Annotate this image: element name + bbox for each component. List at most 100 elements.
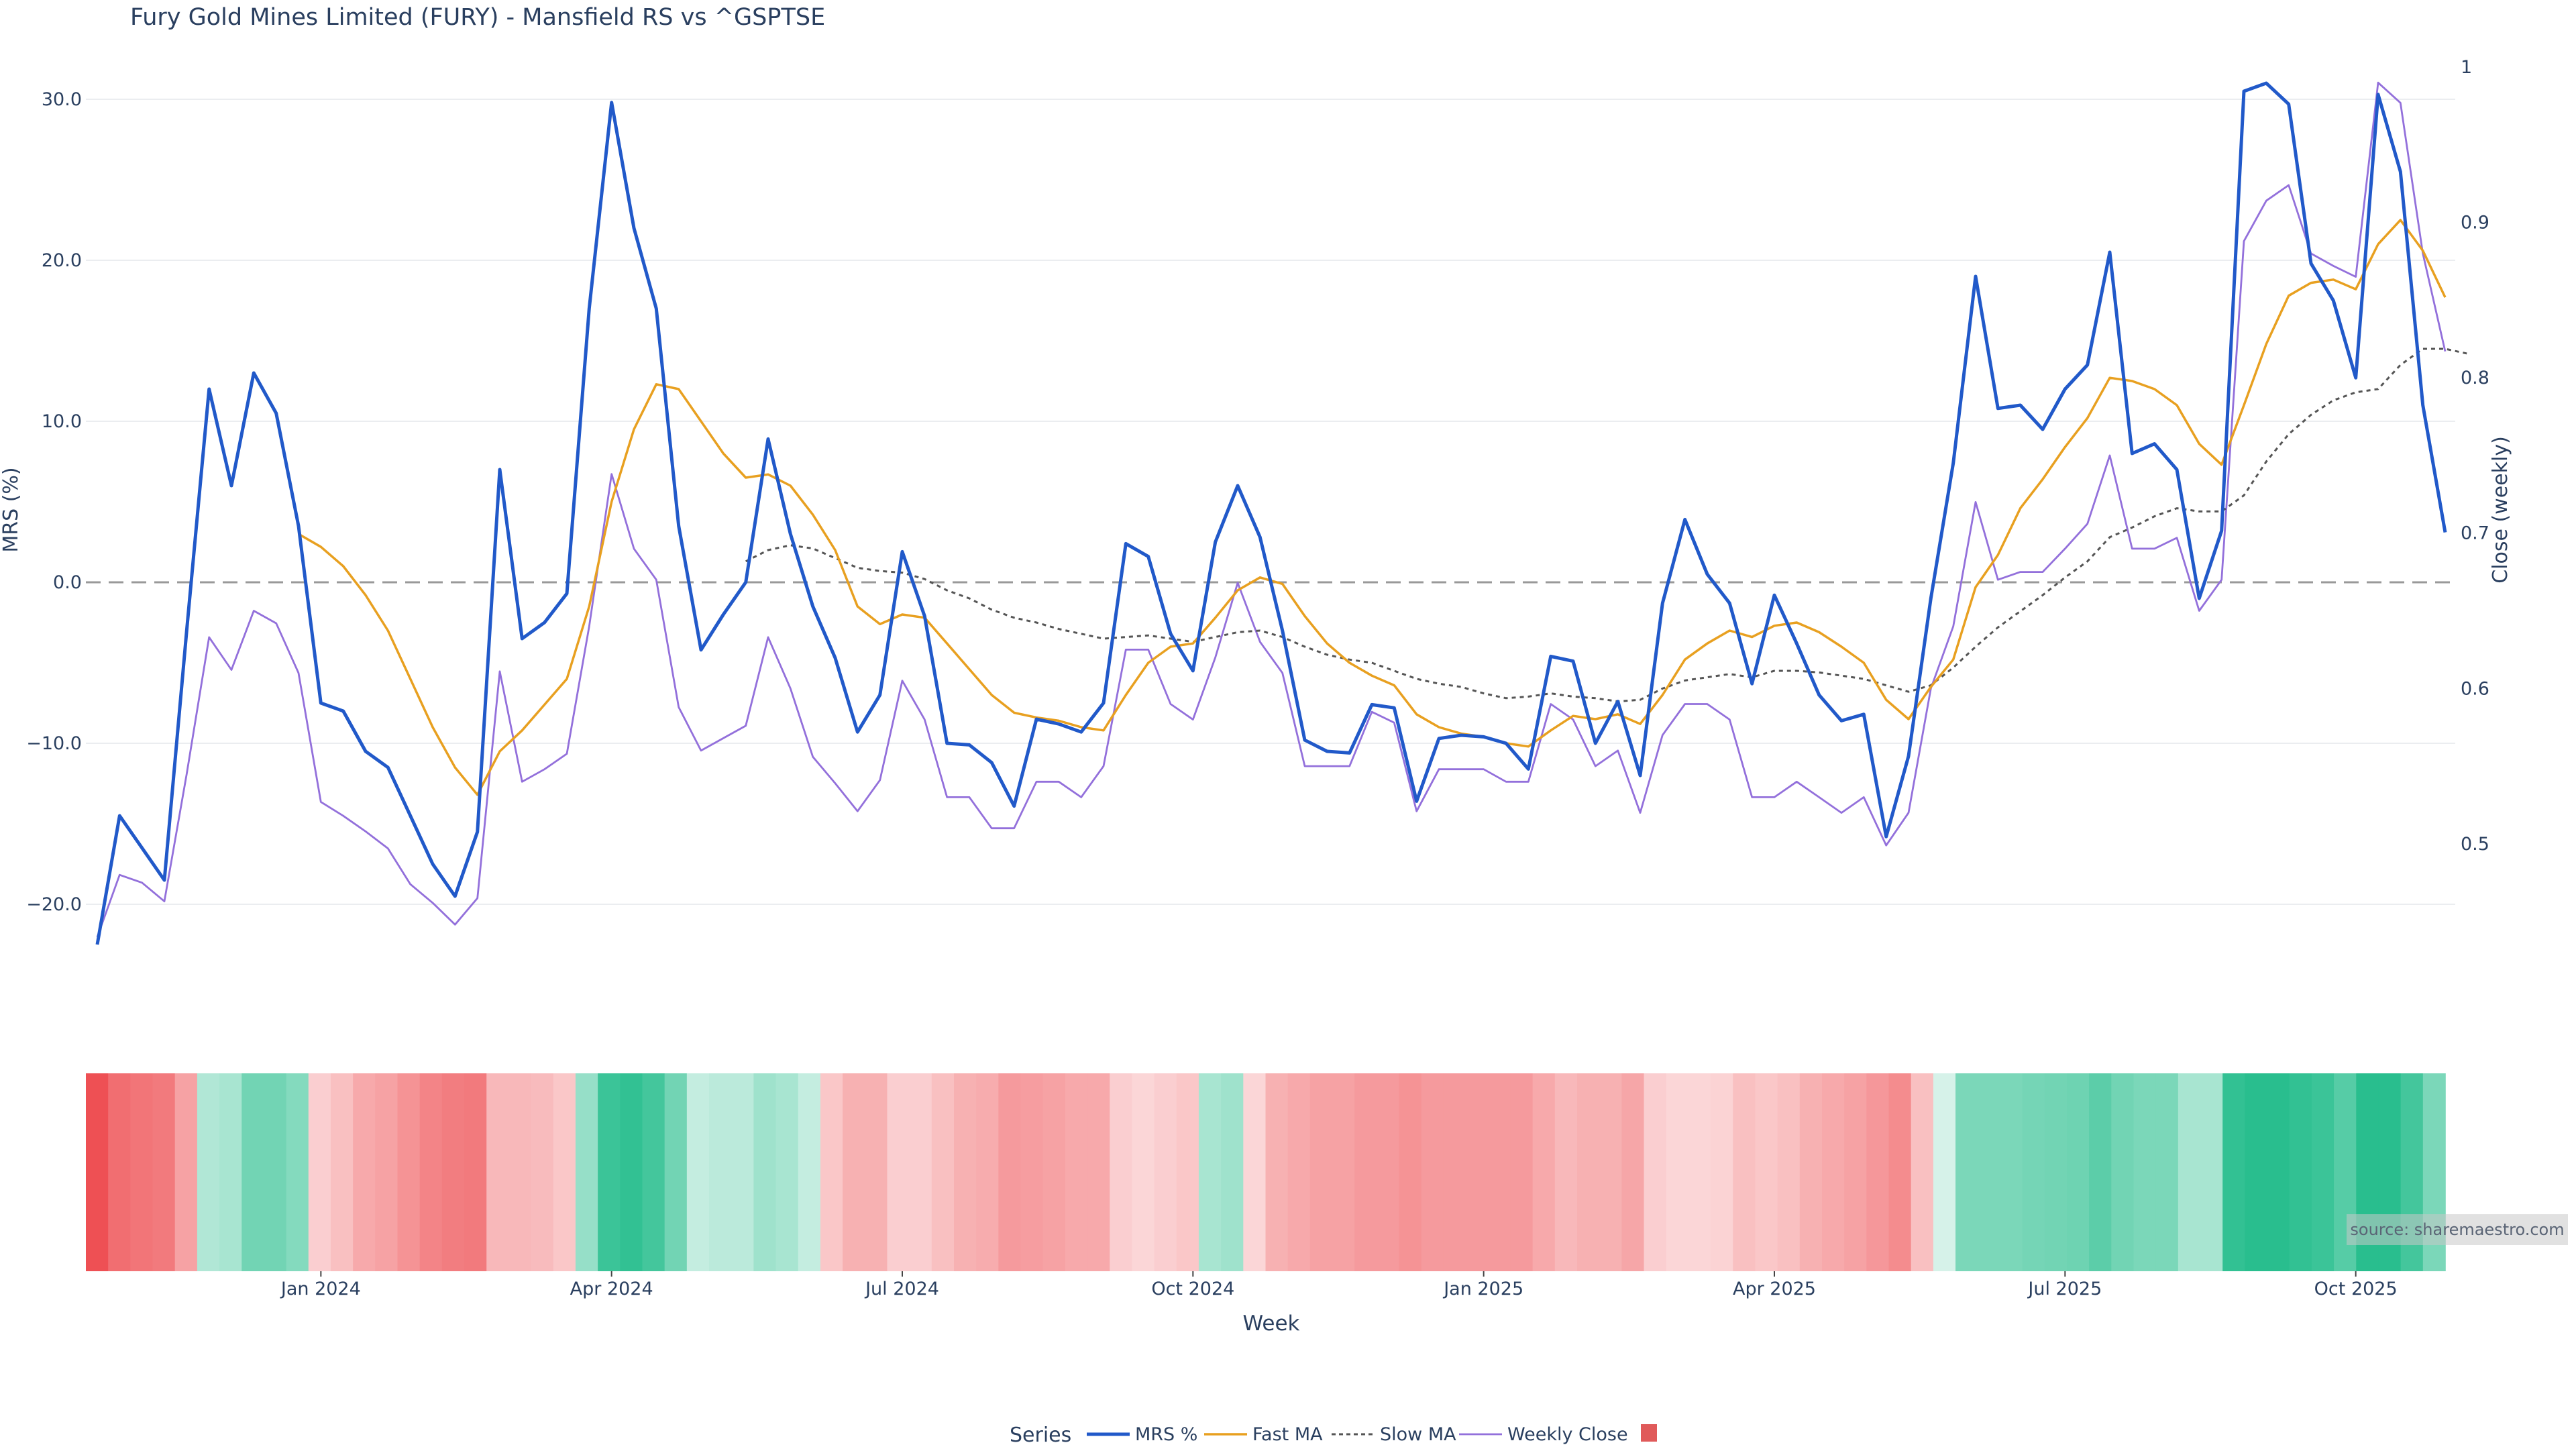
heat-cell <box>1176 1073 1199 1271</box>
heat-cell <box>2245 1073 2268 1271</box>
heat-cell <box>1265 1073 1289 1271</box>
heat-cell <box>1978 1073 2001 1271</box>
heat-cell <box>2133 1073 2157 1271</box>
heat-cell <box>130 1073 154 1271</box>
heat-cell <box>2022 1073 2045 1271</box>
heat-cell <box>2289 1073 2312 1271</box>
axis-layer: 30.0 20.0 10.0 0.0 −10.0 −20.0 1 0.9 0.8 0.7 0.6 0.… <box>0 57 2512 1336</box>
heat-cell <box>108 1073 131 1271</box>
heat-cell <box>998 1073 1022 1271</box>
heat-cell <box>330 1073 354 1271</box>
heat-cell <box>642 1073 665 1271</box>
heat-cell <box>286 1073 309 1271</box>
y2-tick-label: 0.8 <box>2461 368 2489 388</box>
x-tick-label: Apr 2025 <box>1733 1279 1816 1299</box>
y-tick-label: 20.0 <box>42 250 82 271</box>
heat-cell <box>553 1073 576 1271</box>
mrs-line <box>95 81 2447 945</box>
heat-cell <box>1354 1073 1378 1271</box>
grid-layer <box>86 99 2455 905</box>
heat-cell <box>264 1073 287 1271</box>
heat-cell <box>1888 1073 1912 1271</box>
heat-cell <box>1711 1073 1734 1271</box>
y-tick-label: 0.0 <box>53 572 82 593</box>
heat-cell <box>2000 1073 2023 1271</box>
heat-cell <box>197 1073 220 1271</box>
heat-cell <box>2089 1073 2112 1271</box>
heat-cell <box>1621 1073 1645 1271</box>
heat-cell <box>1755 1073 1778 1271</box>
x-tick-label: Jul 2024 <box>864 1279 939 1299</box>
heat-cell <box>2178 1073 2201 1271</box>
heat-cell <box>2044 1073 2068 1271</box>
heat-cell <box>508 1073 532 1271</box>
heat-cell <box>798 1073 821 1271</box>
heat-cell <box>152 1073 176 1271</box>
heat-cell <box>419 1073 443 1271</box>
x-tick-label: Jul 2025 <box>2027 1279 2102 1299</box>
heat-cell <box>953 1073 977 1271</box>
x-tick-label: Jan 2024 <box>280 1279 361 1299</box>
heat-cell <box>820 1073 843 1271</box>
heat-cell <box>1577 1073 1600 1271</box>
heat-cell <box>1377 1073 1400 1271</box>
heat-cell <box>2155 1073 2179 1271</box>
heat-cell <box>1933 1073 1956 1271</box>
heat-cell <box>353 1073 376 1271</box>
heat-cell <box>1666 1073 1689 1271</box>
heat-cell <box>887 1073 910 1271</box>
heat-cell <box>1309 1073 1333 1271</box>
heat-cell <box>620 1073 643 1271</box>
heat-cell <box>1488 1073 1511 1271</box>
x-axis-title: Week <box>1243 1311 1300 1336</box>
y-axis-title: MRS (%) <box>0 467 23 552</box>
source-note: source: sharemaestro.com <box>2347 1214 2568 1245</box>
heat-cell <box>174 1073 198 1271</box>
heat-cell <box>1688 1073 1711 1271</box>
heat-cell <box>1332 1073 1356 1271</box>
heat-cell <box>664 1073 688 1271</box>
heat-cell <box>709 1073 732 1271</box>
legend: Series MRS % Fast MA Slow MA Weekly Close <box>1010 1424 1657 1447</box>
heat-cell <box>486 1073 510 1271</box>
heat-cell <box>1399 1073 1422 1271</box>
heat-cell <box>1644 1073 1667 1271</box>
y2-tick-label: 0.6 <box>2461 678 2489 699</box>
heat-cell <box>241 1073 265 1271</box>
legend-label: Fast MA <box>1252 1424 1323 1445</box>
fast-ma-line <box>298 219 2447 796</box>
heat-cell <box>2267 1073 2290 1271</box>
heat-cell <box>375 1073 398 1271</box>
heat-cell <box>753 1073 777 1271</box>
x-tick-label: Jan 2025 <box>1442 1279 1523 1299</box>
heat-cell <box>397 1073 421 1271</box>
legend-swatch <box>1641 1424 1657 1442</box>
y2-tick-label: 1 <box>2461 57 2472 78</box>
heat-cell <box>2200 1073 2224 1271</box>
heat-cell <box>575 1073 598 1271</box>
heat-cell <box>1421 1073 1444 1271</box>
heat-cell <box>731 1073 755 1271</box>
y2-axis-title: Close (weekly) <box>2489 436 2512 584</box>
heat-cell <box>86 1073 109 1271</box>
y-tick-label: 10.0 <box>42 411 82 432</box>
heat-cell <box>2066 1073 2090 1271</box>
x-tick-label: Apr 2024 <box>570 1279 653 1299</box>
y2-tick-label: 0.7 <box>2461 523 2489 544</box>
heat-cell <box>1287 1073 1311 1271</box>
legend-label: Weekly Close <box>1507 1424 1628 1445</box>
heat-cell <box>1733 1073 1756 1271</box>
chart-title: Fury Gold Mines Limited (FURY) - Mansfie… <box>130 4 826 31</box>
heat-cell <box>1221 1073 1244 1271</box>
heat-cell <box>1443 1073 1466 1271</box>
heat-cell <box>531 1073 554 1271</box>
heat-cell <box>775 1073 799 1271</box>
heat-cell <box>1020 1073 1044 1271</box>
y2-tick-label: 0.9 <box>2461 213 2489 233</box>
heat-cell <box>2111 1073 2135 1271</box>
heat-cell <box>865 1073 888 1271</box>
heat-cell <box>1466 1073 1489 1271</box>
y2-tick-label: 0.5 <box>2461 834 2489 855</box>
heat-cell <box>1042 1073 1066 1271</box>
series-layer <box>95 81 2468 945</box>
